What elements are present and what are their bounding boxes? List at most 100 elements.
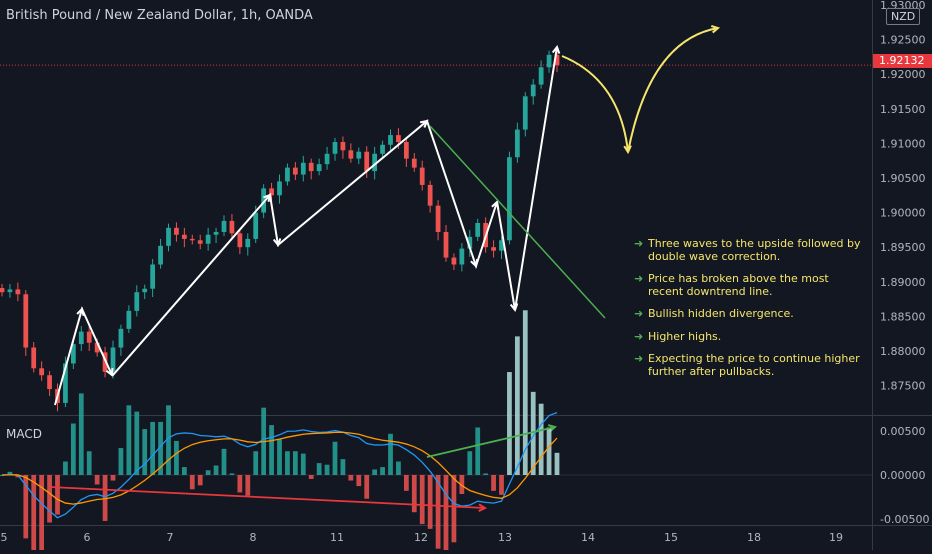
macd-histogram-bar xyxy=(411,475,417,513)
candle xyxy=(554,54,560,66)
candle xyxy=(47,375,52,390)
time-tick-label: 5 xyxy=(1,531,8,544)
candle xyxy=(459,248,465,265)
macd-histogram-bar xyxy=(70,423,76,475)
macd-histogram-bar xyxy=(332,441,338,475)
candle xyxy=(277,181,282,196)
macd-histogram-bar xyxy=(443,475,449,554)
candle xyxy=(340,142,346,151)
candle xyxy=(388,135,393,145)
candle xyxy=(514,129,520,158)
arrow-right-icon: ➜ xyxy=(634,237,644,250)
wave-arrowhead xyxy=(551,44,561,54)
candle xyxy=(292,167,298,175)
candle xyxy=(110,347,116,372)
candle xyxy=(197,240,203,244)
candle xyxy=(142,288,148,293)
wave-lines xyxy=(54,46,558,406)
time-tick-label: 7 xyxy=(167,531,174,544)
candle xyxy=(411,158,417,168)
macd-histogram-bar xyxy=(530,391,536,475)
macd-histogram-bar xyxy=(221,448,227,475)
macd-histogram-bar xyxy=(538,403,544,475)
macd-histogram-bar xyxy=(245,475,251,496)
macd-histogram-bar xyxy=(150,421,156,475)
candle xyxy=(356,151,362,159)
price-candles xyxy=(0,49,560,412)
drawings xyxy=(54,25,721,512)
note-text: Expecting the price to continue higher f… xyxy=(648,352,860,378)
candle xyxy=(86,331,92,343)
note-item: ➜ Three waves to the upside followed by d… xyxy=(634,237,866,263)
candle xyxy=(403,142,409,159)
candle xyxy=(15,289,21,295)
candle xyxy=(364,151,370,172)
wave-arrowhead xyxy=(105,367,114,377)
candle xyxy=(221,220,227,232)
price-tick-label: 1.88500 xyxy=(880,310,926,323)
macd-histogram-bar xyxy=(372,469,378,475)
macd-histogram-bar xyxy=(78,393,84,475)
macd-histogram-bar xyxy=(31,475,37,554)
candle xyxy=(63,363,68,403)
macd-tick-label: 0.00500 xyxy=(880,425,926,438)
candle xyxy=(181,234,187,239)
macd-histogram-bar xyxy=(102,475,108,521)
candle xyxy=(253,212,259,239)
price-tick-label: 1.89500 xyxy=(880,241,926,254)
candle xyxy=(189,238,195,241)
price-tick-label: 1.90500 xyxy=(880,172,926,185)
macd-histogram-bar xyxy=(253,451,259,475)
macd-histogram-bar xyxy=(86,451,92,475)
candle xyxy=(419,167,425,185)
candle xyxy=(126,310,132,329)
currency-badge[interactable]: NZD xyxy=(886,8,921,25)
candle xyxy=(499,240,504,251)
projection-arrowhead xyxy=(711,25,721,34)
macd-pane xyxy=(0,310,872,554)
macd-histogram-bar xyxy=(55,475,60,515)
macd-histogram-bar xyxy=(285,451,290,475)
price-tick-label: 1.90000 xyxy=(880,207,926,220)
candle xyxy=(546,54,552,68)
macd-histogram-bar xyxy=(166,405,171,475)
macd-histogram-bar xyxy=(7,471,13,475)
macd-histogram-bar xyxy=(63,461,68,475)
time-tick-label: 14 xyxy=(581,531,595,544)
note-item: ➜ Higher highs. xyxy=(634,330,866,344)
candle xyxy=(491,247,496,251)
macd-histogram-bar xyxy=(181,467,187,475)
macd-histogram-bar xyxy=(507,372,512,475)
candle xyxy=(443,231,449,258)
macd-label[interactable]: MACD xyxy=(6,427,42,441)
candle xyxy=(308,162,314,172)
chart-title: British Pound / New Zealand Dollar, 1h, … xyxy=(6,8,313,23)
candle xyxy=(451,257,457,265)
candle xyxy=(467,236,473,249)
macd-histogram-bar xyxy=(134,411,140,475)
candle xyxy=(174,227,179,235)
macd-histogram-bar xyxy=(237,475,243,493)
arrow-right-icon: ➜ xyxy=(634,307,644,320)
macd-histogram-bar xyxy=(435,475,441,549)
macd-histogram-bar xyxy=(499,475,504,495)
candle xyxy=(300,162,306,175)
candle xyxy=(427,184,433,206)
macd-histogram-bar xyxy=(483,473,489,475)
macd-histogram-bar xyxy=(324,464,330,475)
axes: 1.930001.925001.920001.915001.910001.905… xyxy=(1,0,930,544)
candle xyxy=(269,188,274,196)
note-text: Three waves to the upside followed by do… xyxy=(648,237,861,263)
analysis-notes: ➜ Three waves to the upside followed by d… xyxy=(634,237,866,388)
price-tick-label: 1.89000 xyxy=(880,276,926,289)
macd-histogram-bar xyxy=(277,439,282,475)
macd-histogram-bar xyxy=(269,425,274,475)
candle xyxy=(237,233,243,248)
divergence-up-line xyxy=(426,426,556,458)
macd-histogram-bar xyxy=(522,310,528,475)
candle xyxy=(229,220,235,234)
price-tick-label: 1.91000 xyxy=(880,137,926,150)
